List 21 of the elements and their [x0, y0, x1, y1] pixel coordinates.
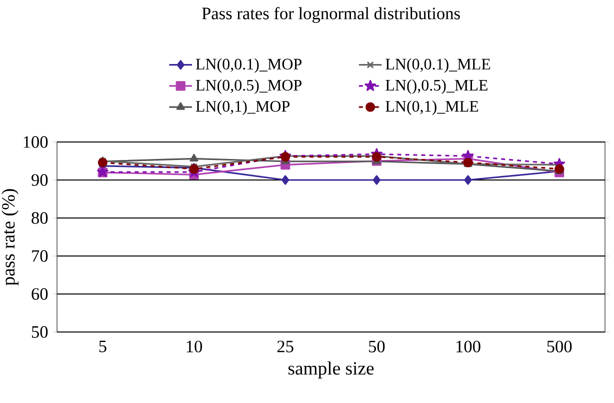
y-tick-label: 50	[32, 326, 48, 338]
legend-label: LN(0,0.1)_MLE	[386, 58, 490, 73]
y-tick-label: 100	[24, 136, 48, 148]
legend-label: LN(0,0.5)_MOP	[196, 79, 302, 94]
x-tick-label: 10	[186, 340, 202, 352]
legend-label: LN(0,0.1)_MOP	[196, 58, 302, 73]
x-tick-label: 25	[277, 340, 294, 352]
y-axis-title: pass rate (%)	[2, 189, 18, 286]
x-tick-label: 5	[99, 340, 106, 352]
y-tick-label: 80	[32, 212, 48, 224]
legend-label: LN(0,1)_MLE	[386, 100, 478, 116]
y-tick-label: 60	[32, 288, 48, 300]
y-tick-label: 70	[32, 250, 48, 262]
y-tick-label: 90	[32, 174, 48, 186]
x-tick-label: 500	[547, 340, 572, 352]
legend-label: LN(),0.5)_MLE	[386, 79, 488, 94]
x-tick-label: 100	[456, 340, 480, 352]
chart-title: Pass rates for lognormal distributions	[202, 6, 460, 23]
x-tick-label: 50	[369, 340, 385, 352]
legend-label: LN(0,1)_MOP	[196, 100, 290, 116]
x-axis-title: sample size	[288, 362, 374, 378]
